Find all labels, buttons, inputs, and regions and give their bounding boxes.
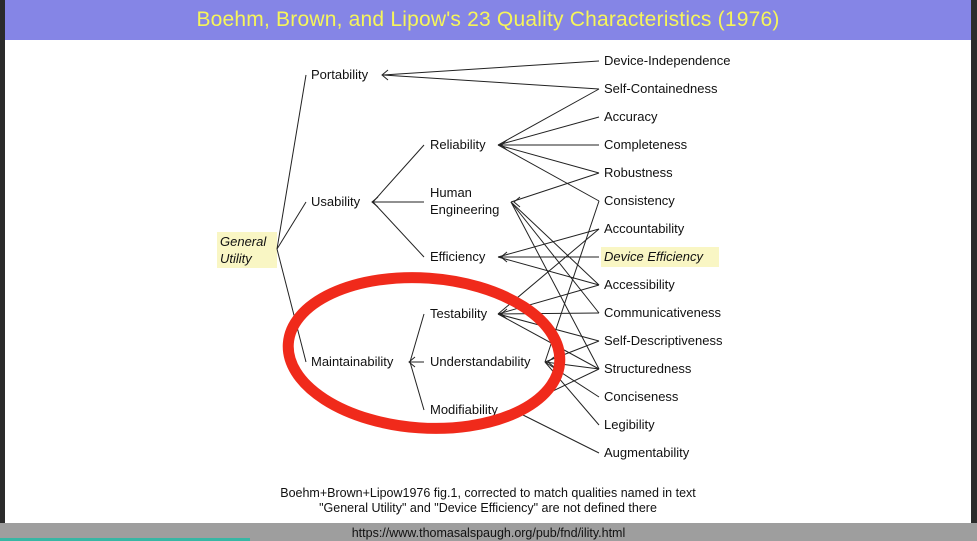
- node-portability: Portability: [311, 67, 369, 82]
- caption-line-1: Boehm+Brown+Lipow1976 fig.1, corrected t…: [280, 486, 696, 500]
- node-efficiency: Efficiency: [430, 249, 486, 264]
- slide-title: Boehm, Brown, and Lipow's 23 Quality Cha…: [196, 8, 780, 31]
- primitive-consistency: Consistency: [604, 193, 675, 208]
- node-reliability: Reliability: [430, 137, 486, 152]
- primitive-device-efficiency: Device Efficiency: [604, 249, 704, 264]
- url-bar: [0, 523, 977, 541]
- device-efficiency-highlight: [601, 247, 719, 267]
- primitive-device-independence: Device-Independence: [604, 53, 730, 68]
- primitive-completeness: Completeness: [604, 137, 688, 152]
- root-highlight: [217, 232, 277, 268]
- primitive-structuredness: Structuredness: [604, 361, 692, 376]
- node-engineering: Engineering: [430, 202, 499, 217]
- bracket-marks: [371, 69, 555, 416]
- node-maintainability: Maintainability: [311, 354, 394, 369]
- primitive-communicativeness: Communicativeness: [604, 305, 722, 320]
- primitive-self-containedness: Self-Containedness: [604, 81, 718, 96]
- emphasis-circle: [282, 272, 566, 434]
- primitive-accountability: Accountability: [604, 221, 685, 236]
- title-bar: Boehm, Brown, and Lipow's 23 Quality Cha…: [5, 0, 971, 40]
- slide: Boehm, Brown, and Lipow's 23 Quality Cha…: [5, 0, 971, 541]
- quality-tree-diagram: General Utility Portability Usability Ma…: [217, 53, 730, 460]
- caption-line-2: "General Utility" and "Device Efficiency…: [319, 501, 657, 515]
- root-utility: Utility: [220, 251, 253, 266]
- primitive-legibility: Legibility: [604, 417, 655, 432]
- node-usability: Usability: [311, 194, 361, 209]
- node-understandability: Understandability: [430, 354, 531, 369]
- node-testability: Testability: [430, 306, 488, 321]
- root-general: General: [220, 234, 267, 249]
- connector-lines: [276, 60, 600, 454]
- source-url[interactable]: https://www.thomasalspaugh.org/pub/fnd/i…: [351, 526, 626, 540]
- primitive-accessibility: Accessibility: [604, 277, 675, 292]
- primitive-augmentability: Augmentability: [604, 445, 690, 460]
- url-accent-bar: [0, 538, 250, 541]
- primitive-accuracy: Accuracy: [604, 109, 658, 124]
- primitive-conciseness: Conciseness: [604, 389, 679, 404]
- node-modifiability: Modifiability: [430, 402, 498, 417]
- primitive-robustness: Robustness: [604, 165, 673, 180]
- node-human: Human: [430, 185, 472, 200]
- primitive-self-descriptiveness: Self-Descriptiveness: [604, 333, 723, 348]
